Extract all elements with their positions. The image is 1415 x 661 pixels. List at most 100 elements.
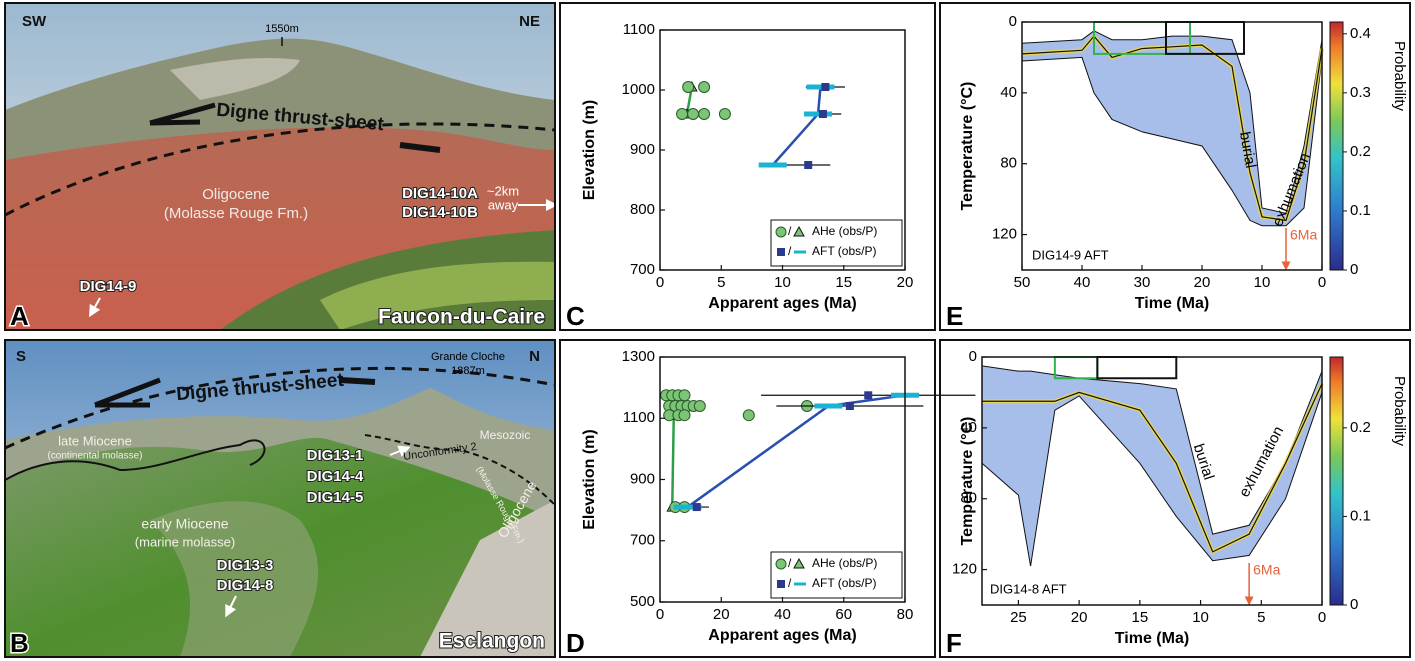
probability-envelope — [982, 366, 1322, 566]
x-tick-label: 40 — [1074, 274, 1091, 291]
colorbar-tick-label: 0 — [1350, 596, 1358, 613]
x-tick-label: 20 — [713, 606, 730, 623]
x-tick-label: 0 — [656, 274, 664, 291]
sample-label: DIG14-9 AFT — [1032, 247, 1109, 262]
observed-marker — [864, 391, 872, 399]
colorbar-tick-label: 0.3 — [1350, 84, 1371, 101]
observed-marker — [804, 161, 812, 169]
legend-marker — [777, 248, 785, 256]
x-axis-label: Time (Ma) — [1115, 630, 1189, 647]
y-tick-label: 900 — [630, 141, 655, 158]
compass: S — [16, 348, 26, 365]
panel-frame — [560, 340, 935, 657]
site-label: Faucon-du-Caire — [378, 306, 545, 329]
y-axis-label: Temperature (°C) — [959, 82, 976, 211]
panel-label: D — [566, 628, 585, 658]
y-tick-label: 120 — [952, 561, 977, 578]
x-axis-label: Apparent ages (Ma) — [708, 627, 856, 644]
colorbar — [1330, 357, 1343, 605]
legend-entry: AHe (obs/P) — [812, 224, 877, 238]
unit-label: Oligocene — [202, 186, 270, 203]
panel-label: C — [566, 301, 585, 331]
distance-label: ~2km — [487, 183, 519, 198]
y-tick-label: 1300 — [622, 348, 655, 365]
y-tick-label: 1100 — [623, 409, 655, 426]
observed-marker — [679, 410, 690, 421]
y-tick-label: 120 — [992, 226, 1017, 243]
panel-frame — [560, 3, 935, 330]
x-tick-label: 20 — [1194, 274, 1211, 291]
x-tick-label: 20 — [1071, 609, 1088, 626]
x-tick-label: 60 — [835, 606, 852, 623]
sample-label: DIG14-4 — [307, 468, 364, 485]
colorbar-label: Probability — [1391, 41, 1408, 112]
x-tick-label: 15 — [1132, 609, 1149, 626]
observed-marker — [683, 82, 694, 93]
compass: SW — [22, 13, 47, 30]
colorbar-label: Probability — [1391, 376, 1408, 447]
unit-label: late Miocene — [58, 433, 132, 448]
colorbar-tick-label: 0 — [1350, 261, 1358, 278]
observed-marker — [743, 410, 754, 421]
observed-marker — [688, 109, 699, 120]
observed-marker — [699, 109, 710, 120]
age-marker-label: 6Ma — [1290, 227, 1317, 243]
panel-label: E — [946, 301, 963, 331]
y-tick-label: 900 — [630, 470, 655, 487]
x-tick-label: 25 — [1010, 609, 1027, 626]
observed-marker — [677, 109, 688, 120]
age-marker-label: 6Ma — [1253, 562, 1280, 578]
legend-entry: AFT (obs/P) — [812, 244, 876, 258]
colorbar-tick-label: 0.1 — [1350, 507, 1371, 524]
y-tick-label: 1100 — [623, 21, 655, 38]
x-axis-label: Apparent ages (Ma) — [708, 295, 856, 312]
y-tick-label: 1000 — [622, 81, 655, 98]
constraint-box — [1097, 357, 1176, 378]
x-tick-label: 10 — [1192, 609, 1209, 626]
observed-marker — [719, 109, 730, 120]
y-tick-label: 700 — [630, 261, 655, 278]
colorbar-tick-label: 0.2 — [1350, 419, 1371, 436]
colorbar-tick-label: 0.4 — [1350, 25, 1371, 42]
y-axis-label: Elevation (m) — [581, 429, 598, 529]
x-tick-label: 40 — [774, 606, 791, 623]
site-label: Esclangon — [439, 630, 545, 653]
x-tick-label: 10 — [1254, 274, 1271, 291]
peak-label: 1550m — [265, 23, 299, 35]
y-tick-label: 0 — [1009, 13, 1017, 30]
peak-label: 1887m — [451, 365, 485, 377]
sample-label: DIG13-1 — [307, 447, 364, 464]
compass: NE — [519, 13, 540, 30]
y-tick-label: 0 — [969, 348, 977, 365]
observed-marker — [679, 390, 690, 401]
sample-label: DIG14-5 — [307, 489, 364, 506]
compass: N — [529, 348, 540, 365]
x-tick-label: 20 — [897, 274, 914, 291]
y-tick-label: 500 — [630, 593, 655, 610]
colorbar — [1330, 22, 1343, 270]
observed-marker — [821, 83, 829, 91]
y-tick-label: 800 — [630, 201, 655, 218]
unit-label: (marine molasse) — [135, 534, 235, 549]
x-tick-label: 80 — [897, 606, 914, 623]
x-tick-label: 50 — [1014, 274, 1031, 291]
observed-marker — [819, 110, 827, 118]
peak-label: Grande Cloche — [431, 351, 505, 363]
y-tick-label: 700 — [630, 532, 655, 549]
colorbar-tick-label: 0.2 — [1350, 143, 1371, 160]
panel-label: B — [10, 628, 29, 658]
unit-label: (Molasse Rouge Fm.) — [164, 205, 308, 222]
x-tick-label: 0 — [656, 606, 664, 623]
x-tick-label: 0 — [1318, 609, 1326, 626]
observed-marker — [693, 503, 701, 511]
sample-label: DIG14-10A — [402, 185, 478, 202]
observed-marker — [699, 82, 710, 93]
predicted-line — [688, 395, 905, 507]
y-axis-label: Temperature (°C) — [959, 417, 976, 546]
sample-label: DIG14-10B — [402, 204, 478, 221]
distance-label: away — [488, 197, 519, 212]
sample-label: DIG14-9 — [80, 278, 137, 295]
unit-label: early Miocene — [141, 516, 228, 532]
x-tick-label: 5 — [717, 274, 725, 291]
predicted-line — [773, 87, 821, 165]
